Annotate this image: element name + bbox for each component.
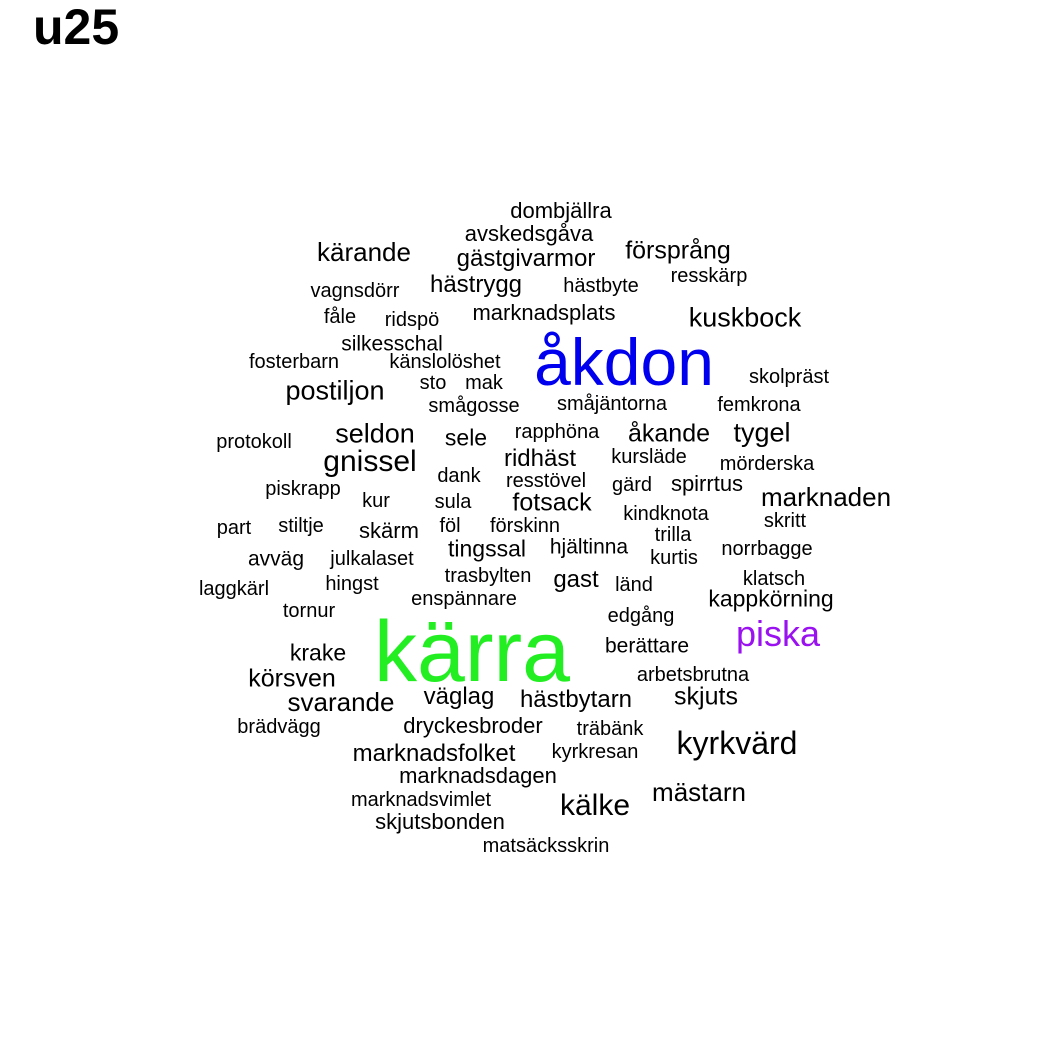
word-stiltje: stiltje xyxy=(278,515,324,537)
page-title: u25 xyxy=(33,0,120,55)
word-skritt: skritt xyxy=(763,510,807,532)
word-kalke: kälke xyxy=(559,789,631,822)
word-skjutsbonden: skjutsbonden xyxy=(375,809,505,834)
word-gastgivarmor: gästgivarmor xyxy=(456,245,596,272)
word-edgang: edgång xyxy=(607,605,675,627)
word-karande: kärande xyxy=(317,237,411,267)
word-skjuts: skjuts xyxy=(674,682,738,711)
word-skarm: skärm xyxy=(359,518,419,543)
word-hjaltinna: hjältinna xyxy=(549,535,629,559)
word-hastbytarn: hästbytarn xyxy=(519,686,633,713)
word-ridhast: ridhäst xyxy=(503,445,577,472)
word-kuskbock: kuskbock xyxy=(688,302,802,333)
word-norrbagge: norrbagge xyxy=(721,538,813,560)
word-gast: gast xyxy=(553,566,599,593)
word-sto: sto xyxy=(419,372,447,394)
word-piskrapp: piskrapp xyxy=(265,478,341,500)
word-svarande: svarande xyxy=(287,687,395,717)
word-silkesschal: silkesschal xyxy=(341,332,443,356)
word-krake: krake xyxy=(289,639,347,666)
word-gnissel: gnissel xyxy=(323,445,417,478)
word-akdon: åkdon xyxy=(534,325,714,399)
word-trasbylten: trasbylten xyxy=(444,565,532,587)
word-klatsch: klatsch xyxy=(742,568,806,590)
word-arbetsbrutna: arbetsbrutna xyxy=(636,664,750,686)
word-fol: föl xyxy=(439,515,461,537)
word-resskarp: resskärp xyxy=(670,265,748,287)
word-kappkorning: kappkörning xyxy=(708,585,834,612)
word-spirrtus: spirrtus xyxy=(670,471,744,496)
word-vagnsdorr: vagnsdörr xyxy=(310,280,400,302)
word-kurtis: kurtis xyxy=(650,547,698,569)
word-trilla: trilla xyxy=(654,524,692,546)
word-julkalaset: julkalaset xyxy=(330,548,414,570)
word-land: länd xyxy=(615,574,653,596)
word-mastarn: mästarn xyxy=(652,777,746,807)
word-kurslade: kursläde xyxy=(611,446,687,468)
word-piska: piska xyxy=(735,613,821,654)
word-akande: åkande xyxy=(627,419,711,448)
word-fosterbarn: fosterbarn xyxy=(248,351,340,373)
word-korsven: körsven xyxy=(248,664,336,693)
word-hastbyte: hästbyte xyxy=(563,275,639,297)
word-tornur: tornur xyxy=(282,600,336,622)
word-kyrkvard: kyrkvärd xyxy=(676,725,798,761)
word-tingssal: tingssal xyxy=(448,535,526,562)
word-marknadsplats: marknadsplats xyxy=(472,300,616,325)
word-vaglag: väglag xyxy=(423,683,495,710)
word-berattare: berättare xyxy=(604,634,690,658)
word-avskedsgava: avskedsgåva xyxy=(464,221,594,246)
word-enspannare: enspännare xyxy=(411,588,517,610)
word-sele: sele xyxy=(444,424,488,451)
word-forskinn: förskinn xyxy=(489,515,561,537)
word-laggkarl: laggkärl xyxy=(198,578,270,600)
word-marknadsdagen: marknadsdagen xyxy=(399,763,557,788)
word-kansloloshet: känslolöshet xyxy=(389,351,501,373)
word-trabank: träbänk xyxy=(576,718,644,740)
word-skolprast: skolpräst xyxy=(748,366,830,388)
word-matsacksskrin: matsäcksskrin xyxy=(482,835,610,857)
word-mak: mak xyxy=(465,372,503,394)
word-avvag: avväg xyxy=(247,547,305,571)
word-dombjallra: dombjällra xyxy=(510,198,612,223)
word-rapphona: rapphöna xyxy=(514,421,600,443)
word-marknaden: marknaden xyxy=(760,482,892,512)
word-marknadsvimlet: marknadsvimlet xyxy=(350,789,492,811)
word-dryckesbroder: dryckesbroder xyxy=(403,713,543,738)
word-part: part xyxy=(216,517,252,539)
word-karra: kärra xyxy=(374,604,570,700)
word-smajantorna: småjäntorna xyxy=(556,393,668,415)
word-protokoll: protokoll xyxy=(216,431,292,453)
word-morderska: mörderska xyxy=(719,453,815,475)
word-fotsack: fotsack xyxy=(512,488,592,517)
word-kur: kur xyxy=(362,490,390,512)
word-tygel: tygel xyxy=(733,417,791,448)
word-smagosse: smågosse xyxy=(428,395,520,417)
word-hastrygg: hästrygg xyxy=(429,271,523,298)
word-fale: fåle xyxy=(323,306,357,328)
word-resstovel: resstövel xyxy=(505,470,587,492)
word-forsprang: försprång xyxy=(625,236,731,265)
word-gard: gärd xyxy=(611,474,653,496)
word-postiljon: postiljon xyxy=(285,375,385,406)
word-hingst: hingst xyxy=(325,573,379,595)
word-seldon: seldon xyxy=(335,418,415,449)
word-marknadsfolket: marknadsfolket xyxy=(352,740,516,767)
word-femkrona: femkrona xyxy=(717,394,801,416)
word-ridspo: ridspö xyxy=(384,309,440,331)
word-dank: dank xyxy=(437,465,481,487)
word-kindknota: kindknota xyxy=(623,503,709,525)
word-kyrkresan: kyrkresan xyxy=(551,741,639,763)
word-sula: sula xyxy=(434,491,472,513)
word-bradvagg: brädvägg xyxy=(237,716,321,738)
